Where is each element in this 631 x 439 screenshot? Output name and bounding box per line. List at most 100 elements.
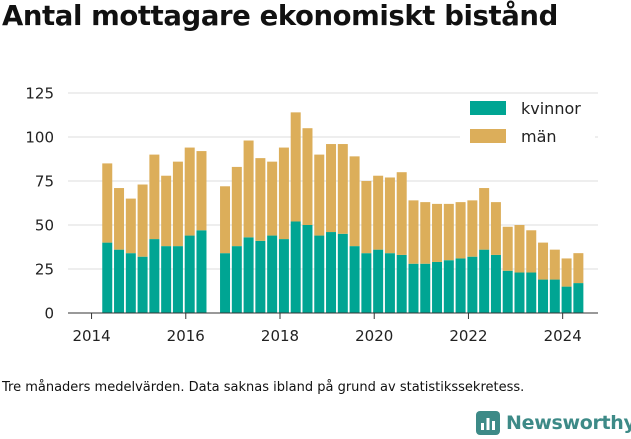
bar-man: [526, 230, 537, 273]
bar-man: [196, 151, 207, 231]
bar-man: [243, 140, 254, 238]
bar-kvinnor: [114, 249, 125, 313]
bar-kvinnor: [467, 256, 478, 313]
bar-kvinnor: [479, 249, 490, 313]
bar-man: [337, 144, 348, 234]
bar-kvinnor: [373, 249, 384, 313]
bar-man: [220, 186, 231, 254]
bar-kvinnor: [490, 254, 501, 313]
bar-man: [432, 203, 443, 262]
legend-label: män: [521, 127, 557, 146]
bar-man: [361, 181, 372, 254]
y-tick-label: 50: [35, 217, 54, 235]
bar-kvinnor: [408, 263, 419, 313]
bar-kvinnor: [161, 246, 172, 313]
bars: [102, 112, 584, 313]
x-axis: 2014 2016 2018 2020 2022 2024: [68, 312, 598, 345]
x-tick-label: 2024: [544, 327, 582, 345]
bar-kvinnor: [255, 240, 266, 313]
bar-man: [384, 177, 395, 254]
bar-man: [231, 166, 242, 247]
bar-kvinnor: [538, 279, 549, 313]
bar-kvinnor: [243, 237, 254, 313]
bar-man: [114, 188, 125, 250]
bar-man: [502, 226, 513, 271]
bar-man: [479, 188, 490, 250]
bar-kvinnor: [514, 272, 525, 313]
bar-kvinnor: [443, 260, 454, 313]
bar-man: [455, 202, 466, 259]
x-tick-label: 2022: [449, 327, 487, 345]
bar-kvinnor: [326, 232, 337, 313]
bar-kvinnor: [102, 242, 113, 313]
bar-man: [102, 163, 113, 243]
bar-man: [538, 242, 549, 280]
newsworthy-logo: Newsworthy: [476, 408, 631, 438]
bar-man: [290, 112, 301, 222]
bar-man: [408, 200, 419, 264]
bar-man: [467, 200, 478, 257]
legend-label: kvinnor: [521, 99, 581, 118]
bar-kvinnor: [420, 263, 431, 313]
legend-swatch: [470, 101, 506, 115]
y-tick-label: 125: [25, 85, 54, 103]
bar-kvinnor: [184, 235, 195, 313]
bar-kvinnor: [231, 246, 242, 313]
legend: kvinnor män: [460, 96, 595, 152]
bar-chart-icon: [476, 411, 500, 435]
bar-man: [184, 147, 195, 236]
bar-kvinnor: [137, 256, 148, 313]
bar-kvinnor: [455, 258, 466, 313]
bar-kvinnor: [349, 246, 360, 313]
bar-kvinnor: [172, 246, 183, 313]
bar-man: [125, 198, 136, 254]
bar-man: [420, 202, 431, 264]
bar-kvinnor: [149, 239, 160, 313]
bar-man: [326, 144, 337, 233]
bar-kvinnor: [314, 235, 325, 313]
bar-kvinnor: [432, 261, 443, 313]
bar-man: [561, 258, 572, 287]
y-tick-label: 75: [35, 173, 54, 191]
bar-kvinnor: [220, 253, 231, 313]
bar-kvinnor: [196, 230, 207, 313]
bar-man: [443, 203, 454, 261]
bar-man: [278, 147, 289, 240]
y-axis: 0 25 50 75 100 125: [25, 85, 54, 323]
footnote: Tre månaders medelvärden. Data saknas ib…: [2, 380, 525, 395]
bar-kvinnor: [337, 233, 348, 313]
y-tick-label: 100: [25, 129, 54, 147]
bar-kvinnor: [502, 270, 513, 313]
bar-kvinnor: [561, 286, 572, 313]
bar-kvinnor: [396, 254, 407, 313]
bar-man: [549, 249, 560, 280]
bar-man: [137, 184, 148, 257]
bar-man: [396, 172, 407, 255]
bar-man: [490, 202, 501, 255]
bar-kvinnor: [125, 253, 136, 313]
bar-kvinnor: [267, 235, 278, 313]
bar-man: [161, 175, 172, 247]
bar-man: [314, 154, 325, 236]
stacked-bar-chart: 0 25 50 75 100 125 2014 2016 2018 2020 2022 2024 k…: [25, 85, 598, 345]
bar-kvinnor: [278, 239, 289, 313]
x-tick-label: 2016: [167, 327, 205, 345]
bar-man: [267, 161, 278, 236]
bar-kvinnor: [526, 272, 537, 313]
chart-title: Antal mottagare ekonomiskt bistånd: [2, 0, 558, 32]
bar-kvinnor: [302, 225, 313, 313]
y-tick-label: 0: [44, 305, 54, 323]
legend-swatch: [470, 129, 506, 143]
bar-kvinnor: [361, 253, 372, 313]
bar-man: [514, 225, 525, 273]
bar-man: [349, 156, 360, 247]
bar-man: [255, 158, 266, 241]
bar-kvinnor: [573, 283, 584, 313]
bar-man: [149, 154, 160, 240]
bar-man: [573, 253, 584, 284]
bar-man: [373, 175, 384, 250]
bar-man: [172, 161, 183, 247]
y-tick-label: 25: [35, 261, 54, 279]
bar-kvinnor: [549, 279, 560, 313]
x-tick-label: 2020: [355, 327, 393, 345]
